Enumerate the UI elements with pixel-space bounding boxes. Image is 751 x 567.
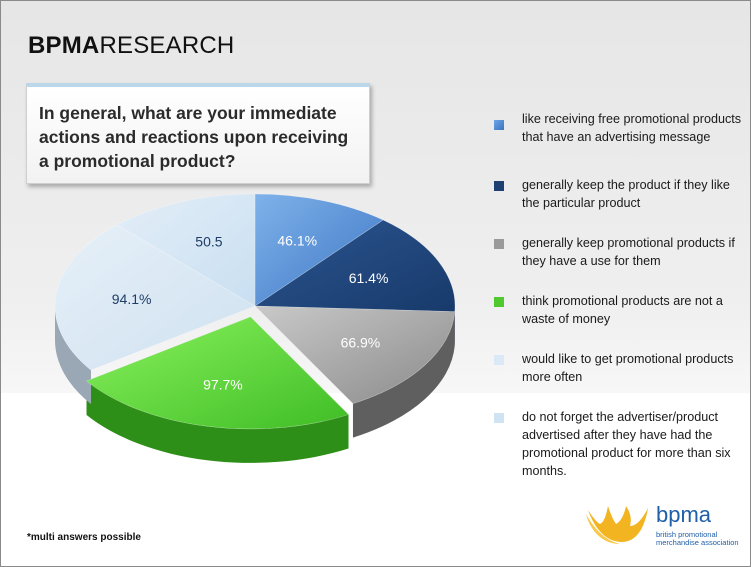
legend-label-2: generally keep the product if they like … <box>522 178 730 210</box>
header-rest: RESEARCH <box>99 32 235 59</box>
footnote: *multi answers possible <box>27 532 141 543</box>
pie-slice-2 <box>254 219 456 312</box>
legend-swatch-5 <box>494 355 504 365</box>
data-label-2: 61.4% <box>349 270 389 286</box>
pie-side-5 <box>55 306 92 405</box>
legend-label-5: would like to get promotional products m… <box>522 352 734 384</box>
question-text: In general, what are your immediate acti… <box>39 103 349 171</box>
question-callout: In general, what are your immediate acti… <box>26 83 370 184</box>
legend-swatch-6 <box>494 413 504 423</box>
legend-swatch-4 <box>494 297 504 307</box>
bpma-logo: bpma british promotional merchandise ass… <box>586 500 746 550</box>
pie-slice-4 <box>85 316 350 430</box>
pie-side-4 <box>86 381 349 463</box>
legend-label-1: like receiving free promotional products… <box>522 112 742 144</box>
legend-swatch-1 <box>494 120 504 130</box>
pie-slice-5 <box>54 224 256 371</box>
crown-icon <box>586 506 648 544</box>
data-label-1: 46.1% <box>277 233 317 249</box>
data-label-3: 66.9% <box>341 335 381 351</box>
pie-slice-3 <box>254 305 456 404</box>
data-label-6: 50.5 <box>195 234 222 250</box>
legend-label-3: generally keep promotional products if t… <box>522 236 735 268</box>
logo-subtitle: british promotional merchandise associat… <box>656 530 739 547</box>
legend-swatch-3 <box>494 239 504 249</box>
pie-slice-6 <box>116 193 256 307</box>
header-bold: BPMA <box>28 32 100 59</box>
data-label-4: 97.7% <box>203 377 243 393</box>
report-header: BPMARESEARCH <box>28 32 234 60</box>
pie-slice-1 <box>254 193 384 307</box>
legend-label-6: do not forget the advertiser/product adv… <box>522 410 731 478</box>
legend-swatch-2 <box>494 181 504 191</box>
legend-label-4: think promotional products are not a was… <box>522 294 723 326</box>
data-label-5: 94.1% <box>112 291 152 307</box>
logo-wordmark: bpma <box>656 502 712 527</box>
pie-side-3 <box>352 311 455 438</box>
